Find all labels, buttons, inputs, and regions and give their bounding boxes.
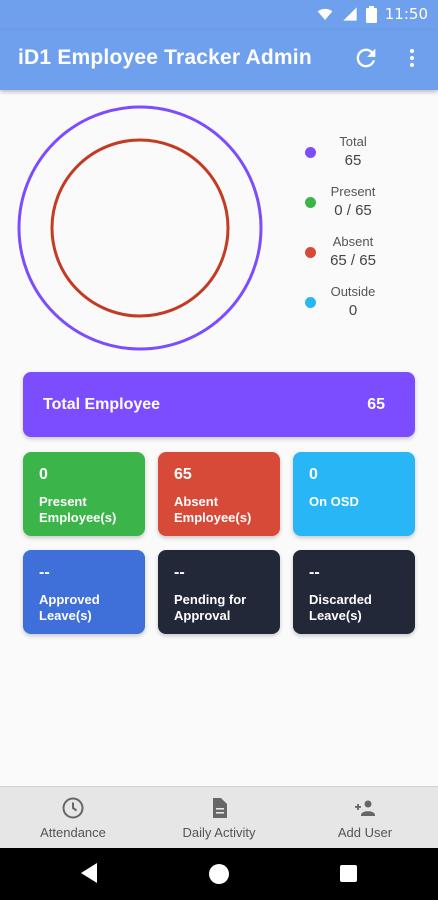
- card-value: 0: [39, 466, 48, 483]
- card-label: Pending for Approval: [174, 592, 247, 623]
- card-value: --: [174, 564, 185, 581]
- chart-legend: Total 65 Present 0 / 65 Absent 65 / 65 O…: [300, 130, 420, 330]
- system-navigation-bar: [0, 848, 438, 900]
- app-bar: iD1 Employee Tracker Admin: [0, 30, 438, 90]
- bottom-navigation: Attendance Daily Activity Add User: [0, 786, 438, 848]
- signal-icon: [343, 7, 357, 21]
- card-value: 65: [174, 466, 192, 483]
- battery-icon: [365, 5, 377, 23]
- refresh-icon[interactable]: [352, 44, 380, 72]
- legend-value: 0 / 65: [334, 202, 372, 219]
- legend-value: 65 / 65: [330, 252, 376, 269]
- on-osd-card[interactable]: 0 On OSD: [293, 452, 415, 536]
- radial-ring-absent: [50, 138, 230, 318]
- legend-value: 65: [344, 152, 362, 169]
- card-label: Discarded Leave(s): [309, 592, 372, 623]
- legend-item-outside: Outside 0: [300, 280, 420, 330]
- radial-chart: [17, 105, 263, 351]
- status-time: 11:50: [384, 5, 428, 23]
- radial-ring-total: [17, 105, 263, 351]
- nav-label: Attendance: [40, 825, 106, 840]
- legend-dot-absent: [305, 247, 316, 258]
- more-vert-icon[interactable]: [400, 44, 424, 72]
- page-title: iD1 Employee Tracker Admin: [18, 46, 312, 69]
- home-icon[interactable]: [209, 864, 229, 884]
- document-icon: [213, 798, 227, 818]
- recent-apps-icon[interactable]: [340, 865, 357, 882]
- back-icon[interactable]: [80, 862, 98, 884]
- absent-employees-card[interactable]: 65 Absent Employee(s): [158, 452, 280, 536]
- nav-daily-activity[interactable]: Daily Activity: [146, 787, 292, 849]
- legend-item-present: Present 0 / 65: [300, 180, 420, 230]
- discarded-leaves-card[interactable]: -- Discarded Leave(s): [293, 550, 415, 634]
- card-label: Present Employee(s): [39, 494, 117, 525]
- nav-label: Add User: [337, 825, 393, 840]
- wifi-icon: [317, 8, 333, 20]
- legend-dot-total: [305, 147, 316, 158]
- card-label: On OSD: [309, 494, 359, 509]
- legend-dot-outside: [305, 297, 316, 308]
- status-bar: 11:50: [0, 0, 438, 30]
- clock-icon: [62, 797, 84, 819]
- total-employee-card[interactable]: Total Employee 65: [23, 372, 415, 437]
- legend-value: 0: [348, 302, 358, 319]
- card-label: Absent Employee(s): [174, 494, 252, 525]
- pending-approval-card[interactable]: -- Pending for Approval: [158, 550, 280, 634]
- approved-leaves-card[interactable]: -- Approved Leave(s): [23, 550, 145, 634]
- card-value: --: [309, 564, 320, 581]
- card-label: Approved Leave(s): [39, 592, 100, 623]
- nav-label: Daily Activity: [182, 825, 256, 840]
- total-employee-label: Total Employee: [43, 396, 161, 413]
- card-value: --: [39, 564, 50, 581]
- legend-label: Present: [330, 184, 376, 199]
- present-employees-card[interactable]: 0 Present Employee(s): [23, 452, 145, 536]
- legend-label: Total: [339, 134, 367, 149]
- legend-item-total: Total 65: [300, 130, 420, 180]
- card-value: 0: [309, 466, 318, 483]
- legend-dot-present: [305, 197, 316, 208]
- legend-label: Outside: [330, 284, 376, 299]
- nav-attendance[interactable]: Attendance: [0, 787, 146, 849]
- legend-label: Absent: [332, 234, 374, 249]
- nav-add-user[interactable]: Add User: [292, 787, 438, 849]
- add-user-icon: [355, 800, 375, 816]
- total-employee-value: 65: [367, 396, 385, 413]
- legend-item-absent: Absent 65 / 65: [300, 230, 420, 280]
